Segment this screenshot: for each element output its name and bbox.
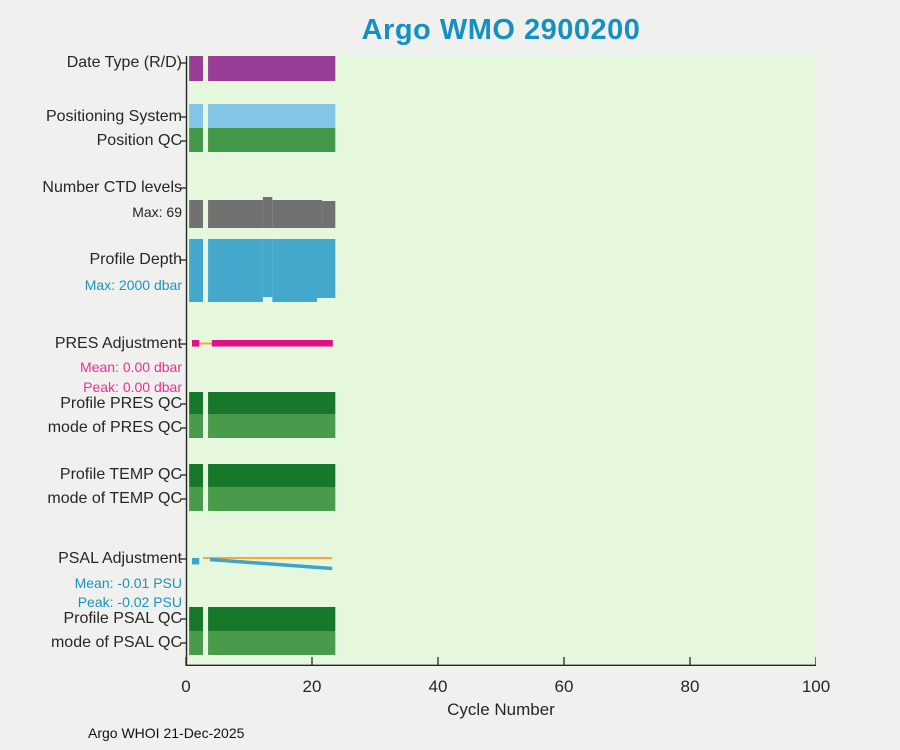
row-label-number-ctd-levels: Number CTD levels bbox=[42, 179, 182, 196]
mode-pres-qc-bar-segment bbox=[189, 414, 204, 438]
psal-adjustment-marker bbox=[191, 558, 200, 565]
row-label-positioning-system: Positioning System bbox=[45, 108, 182, 125]
row-label-profile-temp-qc: Profile TEMP QC bbox=[59, 466, 182, 483]
position-qc-bar-segment bbox=[189, 128, 204, 152]
ctd-levels-bar bbox=[189, 197, 336, 228]
psal-adjustment-marker-segment bbox=[191, 558, 200, 565]
row-label-profile-depth: Profile Depth bbox=[89, 251, 183, 268]
plot-canvas bbox=[180, 56, 817, 666]
row-label-ctd-max: Max: 69 bbox=[132, 204, 182, 220]
pres-adjustment-line-segment bbox=[211, 340, 333, 347]
psal-zero-line-segment bbox=[203, 557, 333, 559]
row-label-depth-max: Max: 2000 dbar bbox=[84, 277, 182, 293]
profile-depth-bar-segment bbox=[189, 239, 204, 302]
psal-adjustment-line-segment bbox=[209, 557, 333, 571]
profile-depth-bar-segment bbox=[272, 239, 318, 302]
profile-depth-bar-segment bbox=[262, 239, 273, 297]
row-label-psal-peak: Peak: -0.02 PSU bbox=[77, 594, 182, 610]
mode-temp-qc-bar-segment bbox=[208, 487, 336, 511]
ctd-levels-bar-segment bbox=[262, 197, 273, 228]
x-tick-label-60: 60 bbox=[554, 677, 574, 696]
row-label-mode-pres-qc: mode of PRES QC bbox=[47, 419, 182, 436]
mode-pres-qc-bar-segment bbox=[208, 414, 336, 438]
profile-depth-bar-segment bbox=[317, 239, 336, 298]
date-type-bar-segment bbox=[189, 56, 204, 81]
row-label-position-qc: Position QC bbox=[96, 132, 182, 149]
mode-psal-qc-bar-segment bbox=[208, 631, 336, 655]
x-tick-label-40: 40 bbox=[428, 677, 448, 696]
position-qc-bar-segment bbox=[208, 128, 336, 152]
x-tick-label-0: 0 bbox=[181, 677, 191, 696]
row-label-profile-psal-qc: Profile PSAL QC bbox=[63, 610, 182, 627]
date-type-bar bbox=[189, 56, 336, 81]
pres-adjustment-line bbox=[191, 340, 333, 347]
ctd-levels-bar-segment bbox=[208, 200, 263, 228]
mode-psal-qc-bar bbox=[189, 631, 336, 655]
ctd-levels-bar-segment bbox=[322, 201, 336, 228]
mode-temp-qc-bar-segment bbox=[189, 487, 204, 511]
profile-temp-qc-bar-segment bbox=[189, 464, 204, 487]
positioning-system-bar bbox=[189, 104, 336, 128]
date-type-bar-segment bbox=[208, 56, 336, 81]
row-label-profile-pres-qc: Profile PRES QC bbox=[60, 395, 182, 412]
row-label-pres-mean: Mean: 0.00 dbar bbox=[80, 359, 182, 375]
x-axis-title: Cycle Number bbox=[447, 700, 555, 719]
psal-adjustment-line bbox=[209, 557, 333, 571]
profile-pres-qc-bar-segment bbox=[208, 392, 336, 414]
profile-psal-qc-bar bbox=[189, 607, 336, 631]
profile-temp-qc-bar bbox=[189, 464, 336, 487]
profile-temp-qc-bar-segment bbox=[208, 464, 336, 487]
page-title: Argo WMO 2900200 bbox=[361, 14, 641, 46]
pres-adjustment-line-segment bbox=[191, 340, 200, 347]
psal-zero-line bbox=[203, 557, 333, 559]
profile-pres-qc-bar-segment bbox=[189, 392, 204, 414]
row-label-mode-temp-qc: mode of TEMP QC bbox=[47, 490, 182, 507]
profile-psal-qc-bar-segment bbox=[189, 607, 204, 631]
position-qc-bar bbox=[189, 128, 336, 152]
mode-pres-qc-bar bbox=[189, 414, 336, 438]
ctd-levels-bar-segment bbox=[272, 200, 323, 228]
profile-pres-qc-bar bbox=[189, 392, 336, 414]
x-tick-label-100: 100 bbox=[801, 677, 831, 696]
ctd-levels-bar-segment bbox=[189, 200, 204, 228]
row-label-pres-adjustment: PRES Adjustment bbox=[54, 335, 182, 352]
profile-depth-bar bbox=[189, 239, 336, 302]
row-labels: Date Type (R/D) Positioning System Positio… bbox=[0, 0, 182, 700]
positioning-system-bar-segment bbox=[189, 104, 204, 128]
row-label-psal-mean: Mean: -0.01 PSU bbox=[74, 575, 182, 591]
positioning-system-bar-segment bbox=[208, 104, 336, 128]
x-tick-label-20: 20 bbox=[302, 677, 322, 696]
profile-psal-qc-bar-segment bbox=[208, 607, 336, 631]
row-label-date-type: Date Type (R/D) bbox=[66, 54, 182, 71]
x-tick-label-80: 80 bbox=[680, 677, 700, 696]
row-label-mode-psal-qc: mode of PSAL QC bbox=[50, 634, 182, 651]
mode-psal-qc-bar-segment bbox=[189, 631, 204, 655]
row-label-pres-peak: Peak: 0.00 dbar bbox=[83, 379, 182, 395]
mode-temp-qc-bar bbox=[189, 487, 336, 511]
plot-area bbox=[180, 56, 817, 666]
footer-credit: Argo WHOI 21-Dec-2025 bbox=[88, 725, 245, 741]
row-label-psal-adjustment: PSAL Adjustment bbox=[58, 550, 182, 567]
profile-depth-bar-segment bbox=[208, 239, 263, 302]
